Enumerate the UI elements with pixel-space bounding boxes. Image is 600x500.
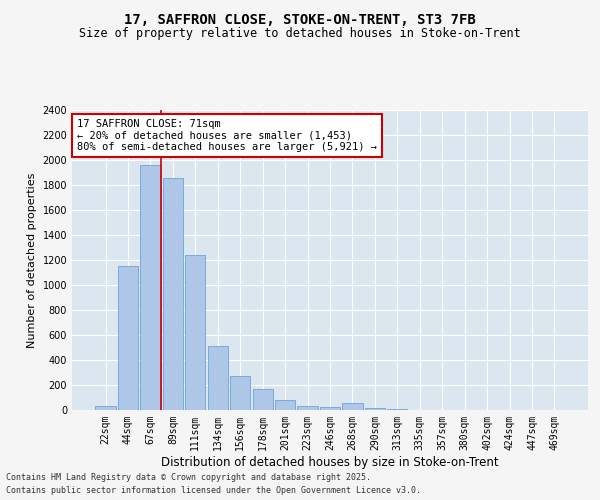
Bar (163, 178, 183, 410)
Bar (320, 407, 340, 410)
Text: Size of property relative to detached houses in Stoke-on-Trent: Size of property relative to detached ho… (79, 28, 521, 40)
Bar (365, 408, 385, 410)
Bar (118, 266, 138, 410)
Bar (95, 406, 116, 410)
Bar (343, 403, 362, 410)
Bar (298, 406, 317, 410)
Y-axis label: Number of detached properties: Number of detached properties (27, 172, 37, 348)
Bar (140, 165, 161, 410)
Text: 17, SAFFRON CLOSE, STOKE-ON-TRENT, ST3 7FB: 17, SAFFRON CLOSE, STOKE-ON-TRENT, ST3 7… (124, 12, 476, 26)
Bar (253, 390, 273, 410)
Bar (230, 376, 250, 410)
Text: 17 SAFFRON CLOSE: 71sqm
← 20% of detached houses are smaller (1,453)
80% of semi: 17 SAFFRON CLOSE: 71sqm ← 20% of detache… (77, 119, 377, 152)
Text: Contains public sector information licensed under the Open Government Licence v3: Contains public sector information licen… (6, 486, 421, 495)
Text: Contains HM Land Registry data © Crown copyright and database right 2025.: Contains HM Land Registry data © Crown c… (6, 474, 371, 482)
Bar (185, 255, 205, 410)
Bar (208, 346, 228, 410)
X-axis label: Distribution of detached houses by size in Stoke-on-Trent: Distribution of detached houses by size … (161, 456, 499, 468)
Bar (275, 400, 295, 410)
